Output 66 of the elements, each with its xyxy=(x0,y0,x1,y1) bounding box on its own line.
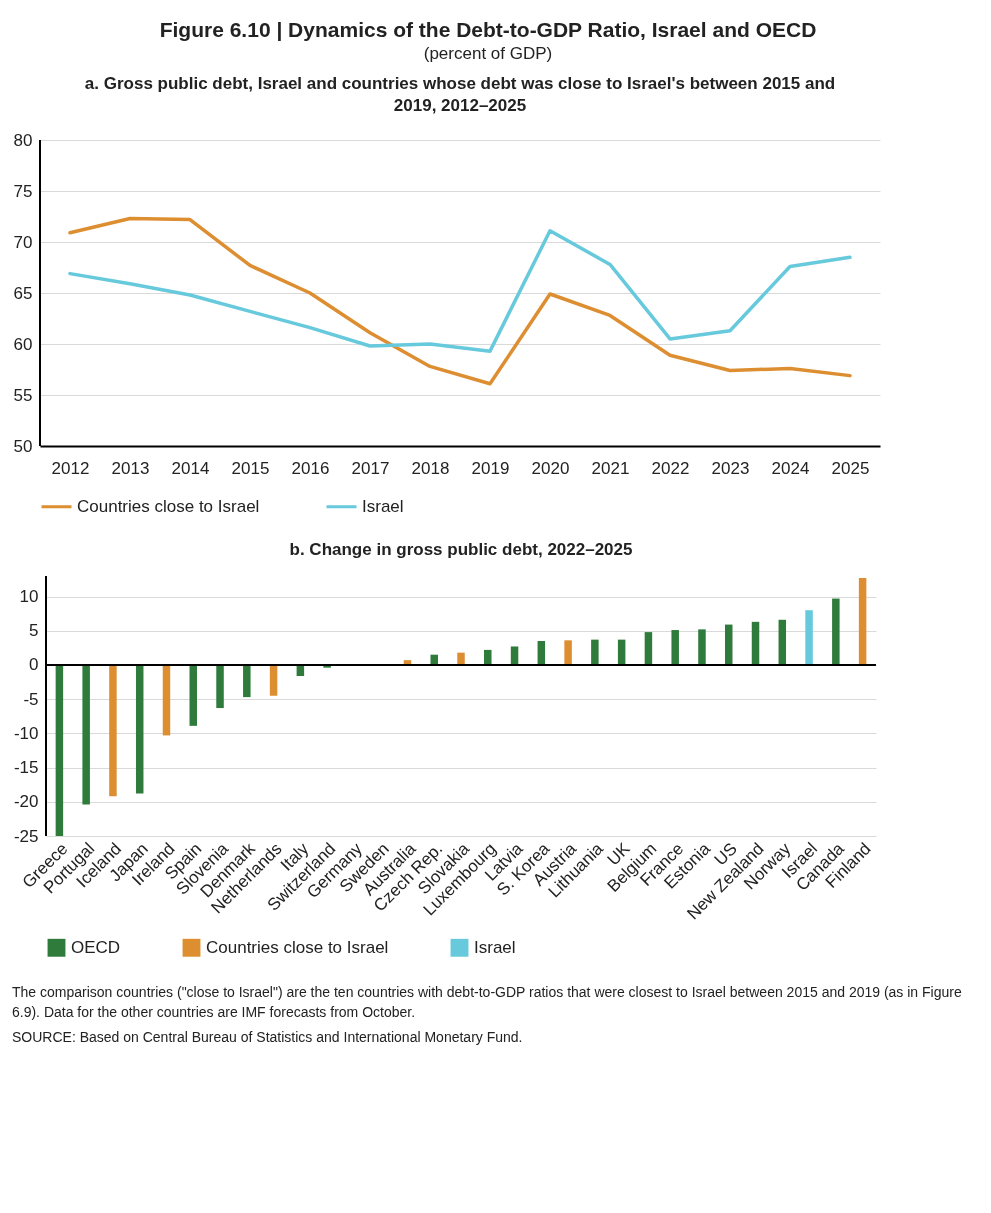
x-tick-label: 2024 xyxy=(771,458,810,478)
text: The comparison countries ("close to Israel") are the ten countries with debt-to-GDP ratios that were closest to Israel between 2015 and 2019 (as in Figure 6.9). Data for the other countries are IMF forecasts from October. xyxy=(12,983,963,1023)
x-tick-label: 2022 xyxy=(651,458,690,478)
bar xyxy=(216,664,224,709)
bar xyxy=(189,664,198,726)
x-tick-label: 2021 xyxy=(591,458,630,478)
y-tick-label: 80 xyxy=(13,130,33,150)
bar xyxy=(457,652,465,665)
bar xyxy=(82,664,90,805)
bar xyxy=(109,664,117,797)
text: Figure 6.10 | Dynamics of the Debt-to-GDP Ratio, Israel and OECD xyxy=(158,18,818,42)
x-tick-label: 2018 xyxy=(411,458,450,478)
y-tick-label: 70 xyxy=(13,232,33,252)
bar xyxy=(243,664,251,698)
y-tick-label: -15 xyxy=(13,758,39,778)
y-tick-label: -20 xyxy=(13,792,39,812)
bar xyxy=(135,664,144,794)
bar xyxy=(751,621,760,665)
bar xyxy=(591,639,599,665)
legend-label: Israel xyxy=(362,496,404,516)
x-tick-label: 2013 xyxy=(111,458,150,478)
text: (percent of GDP) xyxy=(422,44,554,64)
y-tick-label: -5 xyxy=(23,689,39,709)
x-tick-label: 2014 xyxy=(171,458,210,478)
bar xyxy=(510,646,519,665)
y-tick-label: 10 xyxy=(19,587,39,607)
chart-title: a. Gross public debt, Israel and countries whose debt was close to Israel's between 2015 and 2019, 2012–2025 xyxy=(84,74,836,115)
legend-label: Countries close to Israel xyxy=(206,937,389,957)
line-series xyxy=(68,229,852,353)
legend-label: Countries close to Israel xyxy=(77,496,260,516)
y-tick-label: 0 xyxy=(29,655,39,675)
source-note: SOURCE: Based on Central Bureau of Statistics and International Monetary Fund. xyxy=(12,1027,524,1047)
x-tick-label: 2016 xyxy=(291,458,330,478)
x-tick-label: 2012 xyxy=(51,458,90,478)
y-tick-label: 65 xyxy=(13,283,33,303)
x-tick-label: 2020 xyxy=(531,458,570,478)
x-tick-label: 2019 xyxy=(471,458,510,478)
chart-title: b. Change in gross public debt, 2022–2025 xyxy=(289,540,633,559)
bar xyxy=(698,629,706,665)
y-tick-label: 60 xyxy=(13,334,33,354)
x-tick-label: 2015 xyxy=(231,458,270,478)
bar xyxy=(269,664,278,696)
line-series xyxy=(68,216,852,386)
bar xyxy=(671,630,679,665)
bar xyxy=(724,624,733,665)
x-tick-label: 2017 xyxy=(351,458,390,478)
bar xyxy=(484,649,492,665)
x-tick-label: 2023 xyxy=(711,458,750,478)
bar xyxy=(430,654,438,665)
legend-label: OECD xyxy=(71,937,121,957)
bar xyxy=(778,619,787,665)
y-tick-label: 75 xyxy=(13,181,33,201)
bar xyxy=(644,632,653,665)
bar xyxy=(564,640,572,665)
y-tick-label: 50 xyxy=(13,436,33,456)
bar xyxy=(832,598,840,665)
y-tick-label: 5 xyxy=(29,621,39,641)
bar xyxy=(858,578,867,665)
legend-label: Israel xyxy=(474,937,516,957)
x-tick-label: 2025 xyxy=(831,458,870,478)
bar xyxy=(805,610,813,665)
y-tick-label: 55 xyxy=(13,385,33,405)
y-tick-label: -10 xyxy=(13,723,39,743)
bar xyxy=(162,664,171,736)
bar xyxy=(55,664,64,836)
y-tick-label: -25 xyxy=(13,826,39,846)
